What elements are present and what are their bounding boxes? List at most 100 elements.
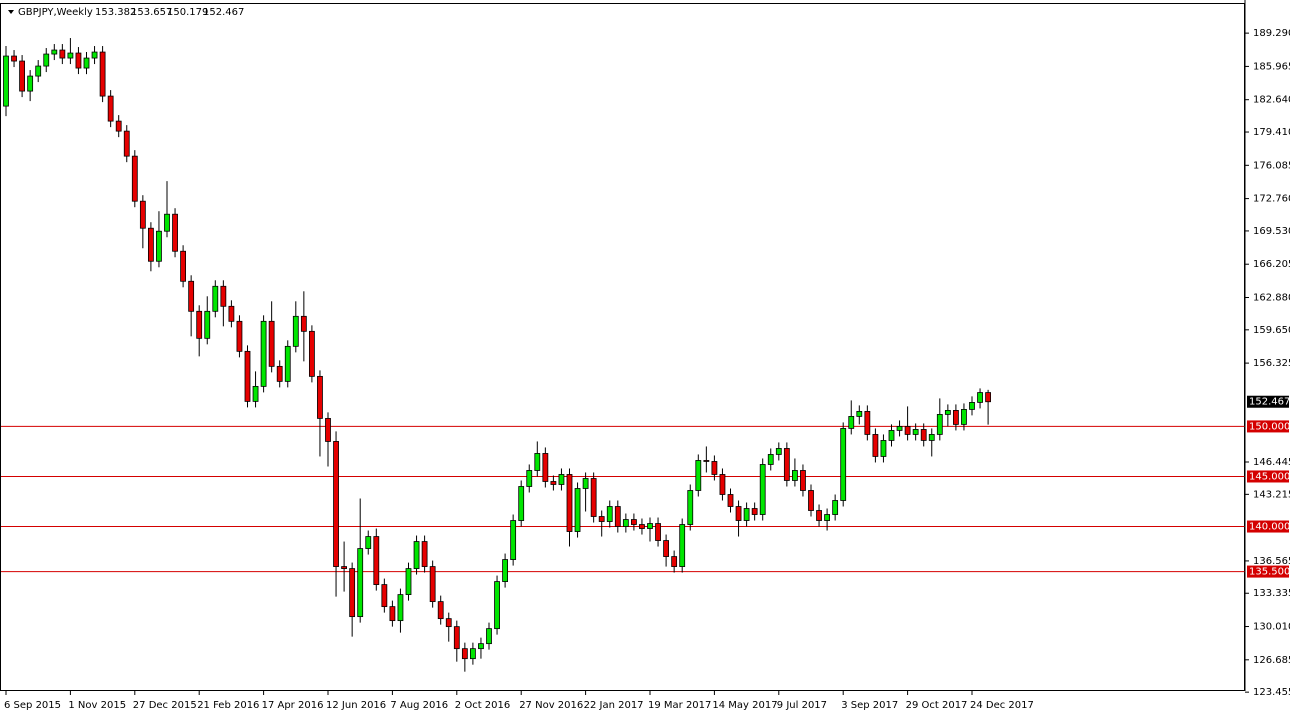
- candle-body: [896, 426, 903, 431]
- candle-body: [252, 385, 259, 402]
- candle-body: [961, 409, 967, 425]
- x-tick-label: 3 Sep 2017: [841, 700, 898, 711]
- candle-body: [985, 392, 991, 403]
- candle-body: [469, 648, 476, 660]
- candle-body: [590, 478, 597, 517]
- candle-body: [775, 448, 782, 455]
- candle-body: [800, 470, 806, 491]
- x-tick-label: 19 Mar 2017: [648, 700, 711, 711]
- candle-body: [180, 250, 187, 282]
- level-label-bg: [1247, 565, 1289, 578]
- candle-body: [349, 568, 356, 618]
- candle-body: [35, 65, 42, 77]
- candle-body: [212, 285, 219, 312]
- candle-body: [904, 426, 911, 435]
- level-label: 140.000: [1249, 522, 1290, 533]
- candle-body: [373, 536, 380, 585]
- candle-body: [864, 411, 871, 435]
- candle-body: [445, 618, 452, 628]
- candle-body: [582, 478, 589, 489]
- x-tick-label: 27 Nov 2016: [519, 700, 583, 711]
- candle-body: [550, 481, 557, 485]
- y-tick-label: 185.965: [1253, 61, 1290, 72]
- candle-body: [856, 411, 863, 417]
- header-low: 150.179: [167, 7, 208, 18]
- candle-body: [413, 541, 420, 569]
- candle-body: [558, 474, 565, 485]
- candle-body: [365, 536, 372, 549]
- candle-body: [936, 414, 943, 435]
- y-tick-label: 159.650: [1253, 325, 1290, 336]
- candle-body: [59, 49, 66, 59]
- candle-body: [888, 430, 895, 441]
- candle-body: [639, 524, 645, 529]
- candle-body: [783, 448, 790, 481]
- candle-body: [727, 494, 734, 507]
- candle-body: [405, 568, 412, 595]
- x-tick-label: 14 May 2017: [712, 700, 777, 711]
- y-tick-label: 123.455: [1253, 687, 1290, 698]
- header-open: 153.382: [95, 7, 136, 18]
- y-tick-label: 189.290: [1253, 28, 1290, 39]
- candle-body: [598, 516, 605, 522]
- y-tick-label: 143.215: [1253, 489, 1290, 500]
- candle-body: [953, 410, 959, 425]
- candle-body: [276, 365, 283, 382]
- candle-body: [534, 453, 541, 471]
- candle-body: [566, 474, 573, 532]
- candle-body: [808, 490, 814, 511]
- x-tick-label: 17 Apr 2016: [262, 700, 324, 711]
- current-price-bg: [1247, 395, 1289, 408]
- candle-body: [743, 508, 750, 521]
- candle-body: [99, 51, 106, 97]
- candle-body: [631, 519, 637, 525]
- y-tick-label: 172.760: [1253, 194, 1290, 205]
- candle-body: [751, 508, 758, 515]
- candle-body: [928, 434, 935, 441]
- candle-body: [188, 280, 195, 312]
- candle-body: [461, 648, 468, 660]
- menu-arrow: [8, 10, 14, 14]
- candle-body: [912, 429, 919, 435]
- candle-body: [767, 454, 774, 465]
- candle-body: [292, 315, 299, 347]
- x-tick-label: 6 Sep 2015: [4, 700, 61, 711]
- level-label-bg: [1247, 520, 1289, 533]
- candle-body: [574, 488, 581, 532]
- x-tick-label: 21 Feb 2016: [197, 700, 259, 711]
- candle-body: [429, 566, 436, 603]
- candle-body: [204, 310, 211, 339]
- candle-body: [220, 285, 227, 307]
- header-high: 153.657: [131, 7, 172, 18]
- candle-body: [759, 464, 766, 515]
- candle-body: [695, 460, 702, 491]
- candle-body: [284, 345, 291, 382]
- candle-body: [357, 548, 364, 618]
- candle-body: [606, 506, 613, 522]
- candle-body: [131, 155, 138, 202]
- candle-body: [147, 227, 154, 262]
- chart-title: GBPJPY,Weekly: [18, 7, 93, 18]
- candle-body: [663, 540, 669, 557]
- y-tick-label: 166.205: [1253, 259, 1290, 270]
- candle-body: [196, 310, 203, 339]
- candle-body: [478, 643, 484, 650]
- candle-body: [115, 120, 122, 132]
- x-tick-label: 29 Oct 2017: [906, 700, 968, 711]
- y-tick-label: 176.085: [1253, 160, 1290, 171]
- candle-body: [647, 523, 653, 529]
- candle-body: [51, 49, 58, 55]
- candle-body: [67, 52, 74, 59]
- candle-body: [735, 506, 742, 521]
- candle-body: [156, 230, 162, 262]
- candle-body: [19, 60, 26, 92]
- candle-body: [679, 524, 686, 567]
- candle-body: [421, 541, 428, 567]
- candle-body: [228, 305, 235, 322]
- plot-area: [1, 38, 1245, 672]
- candle-body: [792, 470, 798, 481]
- level-label-bg: [1247, 420, 1289, 433]
- y-tick-label: 162.880: [1253, 292, 1290, 303]
